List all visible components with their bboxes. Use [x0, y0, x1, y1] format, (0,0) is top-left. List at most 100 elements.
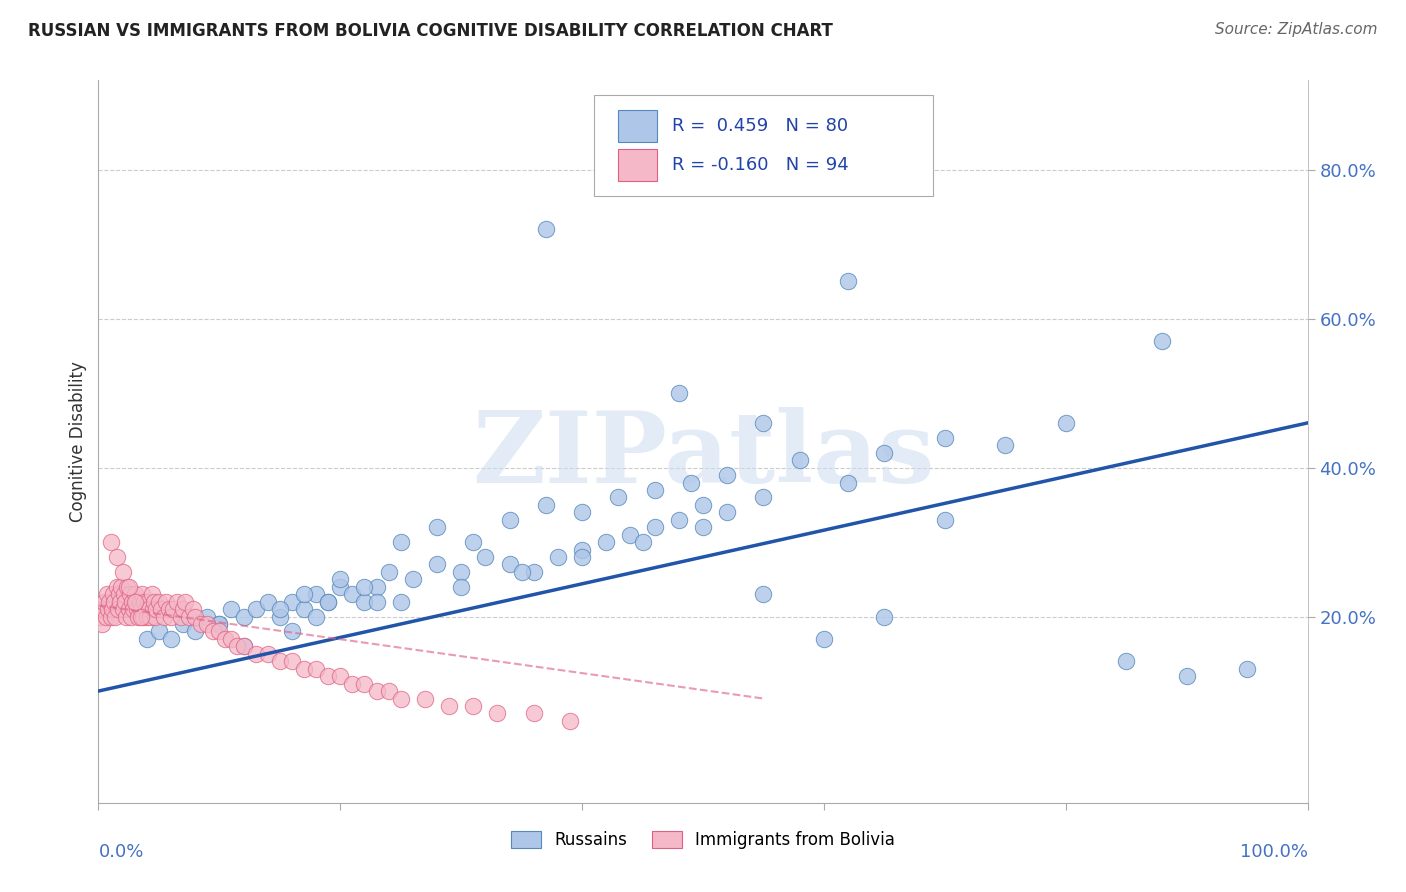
Point — [129, 609, 152, 624]
Point — [837, 274, 859, 288]
Point — [692, 520, 714, 534]
Point — [353, 595, 375, 609]
Point — [571, 549, 593, 564]
Point — [148, 595, 170, 609]
Point — [389, 691, 412, 706]
Point — [132, 609, 155, 624]
Point — [101, 587, 124, 601]
Point — [752, 587, 775, 601]
Point — [124, 587, 146, 601]
Point — [329, 580, 352, 594]
Point — [110, 580, 132, 594]
Point — [94, 609, 117, 624]
Point — [716, 505, 738, 519]
Point — [644, 483, 666, 497]
Point — [692, 498, 714, 512]
Text: R = -0.160   N = 94: R = -0.160 N = 94 — [672, 156, 848, 174]
Point — [208, 624, 231, 639]
Point — [118, 580, 141, 594]
Point — [389, 535, 412, 549]
Point — [668, 386, 690, 401]
Point — [98, 595, 121, 609]
Point — [160, 609, 183, 624]
Text: ZIPatlas: ZIPatlas — [472, 408, 934, 505]
Point — [366, 684, 388, 698]
FancyBboxPatch shape — [619, 149, 657, 181]
Point — [103, 595, 125, 609]
Point — [125, 595, 148, 609]
Point — [214, 632, 236, 646]
Point — [619, 527, 641, 541]
Point — [139, 609, 162, 624]
Point — [474, 549, 496, 564]
Point — [269, 654, 291, 668]
Text: R =  0.459   N = 80: R = 0.459 N = 80 — [672, 117, 848, 135]
Point — [281, 624, 304, 639]
Point — [281, 654, 304, 668]
Point — [426, 558, 449, 572]
Point — [450, 580, 472, 594]
Point — [232, 640, 254, 654]
Point — [93, 595, 115, 609]
Point — [789, 453, 811, 467]
Point — [498, 558, 520, 572]
Point — [329, 572, 352, 586]
Point — [934, 431, 956, 445]
Point — [226, 640, 249, 654]
Point — [152, 609, 174, 624]
Point — [162, 602, 184, 616]
Point — [547, 549, 569, 564]
Point — [1054, 416, 1077, 430]
Point — [150, 602, 173, 616]
Point — [413, 691, 436, 706]
Point — [305, 587, 328, 601]
Point — [571, 542, 593, 557]
Point — [90, 609, 112, 624]
Point — [1175, 669, 1198, 683]
Point — [463, 535, 485, 549]
Point — [135, 609, 157, 624]
Point — [184, 624, 207, 639]
Point — [157, 602, 180, 616]
Point — [208, 617, 231, 632]
Point — [607, 491, 630, 505]
Point — [934, 513, 956, 527]
Point — [135, 632, 157, 646]
Point — [96, 587, 118, 601]
Point — [117, 580, 139, 594]
Text: RUSSIAN VS IMMIGRANTS FROM BOLIVIA COGNITIVE DISABILITY CORRELATION CHART: RUSSIAN VS IMMIGRANTS FROM BOLIVIA COGNI… — [28, 22, 832, 40]
Point — [329, 669, 352, 683]
Point — [127, 609, 149, 624]
Legend: Russains, Immigrants from Bolivia: Russains, Immigrants from Bolivia — [505, 824, 901, 856]
Point — [668, 513, 690, 527]
Point — [1152, 334, 1174, 348]
Point — [245, 647, 267, 661]
Text: 100.0%: 100.0% — [1240, 843, 1308, 861]
Point — [644, 520, 666, 534]
Point — [232, 640, 254, 654]
Point — [752, 491, 775, 505]
Point — [716, 468, 738, 483]
Point — [174, 595, 197, 609]
Point — [138, 602, 160, 616]
Point — [316, 595, 339, 609]
Point — [558, 714, 581, 728]
Point — [111, 602, 134, 616]
Point — [837, 475, 859, 490]
Point — [437, 698, 460, 713]
Point — [181, 602, 204, 616]
Point — [100, 602, 122, 616]
Text: 0.0%: 0.0% — [98, 843, 143, 861]
Point — [316, 595, 339, 609]
Point — [136, 595, 159, 609]
Point — [523, 706, 546, 721]
Point — [91, 617, 114, 632]
Point — [120, 609, 142, 624]
Point — [366, 580, 388, 594]
Point — [292, 662, 315, 676]
Point — [1236, 662, 1258, 676]
Point — [108, 587, 131, 601]
Point — [122, 602, 145, 616]
Point — [510, 565, 533, 579]
Point — [129, 602, 152, 616]
